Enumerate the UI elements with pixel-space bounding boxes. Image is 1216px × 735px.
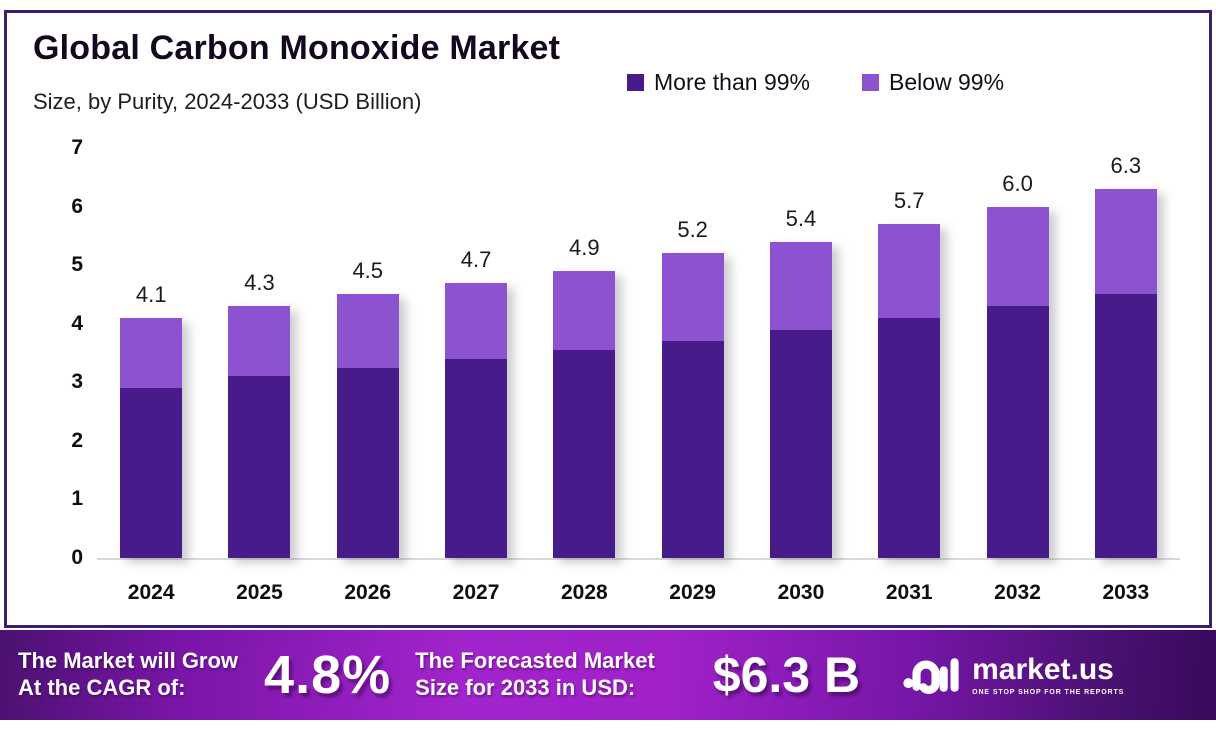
bar-2031 — [878, 224, 941, 558]
legend-item-below-99: Below 99% — [861, 69, 1005, 96]
legend-swatch-below-99-icon — [861, 74, 879, 91]
x-tick-label: 2027 — [452, 581, 500, 604]
bar-group-2032: 6.0 — [963, 148, 1071, 558]
bar-value-label: 4.3 — [244, 270, 275, 296]
chart-box: Global Carbon Monoxide Market Size, by P… — [4, 10, 1212, 628]
segment-more-than-99- — [769, 329, 832, 558]
brand-text: market.us ONE STOP SHOP FOR THE REPORTS — [972, 652, 1125, 696]
y-tick-label: 3 — [71, 370, 83, 394]
bar-value-label: 4.5 — [352, 258, 384, 284]
bottom-banner: The Market will Grow At the CAGR of: 4.8… — [0, 630, 1216, 720]
y-tick-label: 1 — [71, 487, 83, 511]
segment-more-than-99- — [878, 317, 941, 558]
segment-below-99- — [445, 282, 508, 359]
segment-below-99- — [986, 206, 1049, 307]
segment-below-99- — [553, 271, 616, 351]
cagr-label-line1: The Market will Grow — [18, 648, 239, 674]
bar-group-2033: 6.3 — [1072, 148, 1180, 558]
segment-more-than-99- — [228, 376, 291, 558]
legend-label: Below 99% — [888, 69, 1005, 95]
y-tick-label: 4 — [71, 311, 83, 335]
bar-value-label: 4.9 — [569, 235, 600, 260]
bar-group-2031: 5.7 — [855, 148, 963, 558]
bar-2032 — [986, 206, 1049, 558]
bar-2033 — [1094, 189, 1157, 558]
y-tick-label: 0 — [71, 546, 83, 569]
bar-value-label: 4.7 — [460, 246, 492, 272]
bar-2030 — [769, 241, 832, 558]
y-tick-label: 2 — [71, 428, 83, 452]
x-tick-label: 2029 — [669, 581, 716, 604]
bar-2026 — [336, 294, 399, 558]
x-tick-label: 2024 — [127, 581, 175, 604]
x-tick-label: 2032 — [994, 581, 1041, 604]
segment-more-than-99- — [661, 341, 724, 558]
segment-more-than-99- — [445, 358, 508, 558]
segment-below-99- — [878, 224, 941, 318]
bar-group-2024: 4.1 — [97, 148, 205, 558]
segment-below-99- — [120, 317, 183, 389]
bar-2025 — [228, 306, 291, 558]
y-tick-label: 7 — [71, 136, 83, 159]
cagr-label-line2: At the CAGR of: — [18, 675, 186, 700]
plot-area: 4.1 4.3 4.5 4.7 4.9 5.2 5.4 5.7 6.0 6.3 — [97, 148, 1180, 560]
forecast-label-line1: The Forecasted Market — [415, 648, 655, 674]
x-tick-label: 2030 — [777, 581, 825, 604]
segment-more-than-99- — [1094, 294, 1157, 558]
bar-value-label: 5.7 — [893, 188, 925, 214]
y-axis: 0 1 2 3 4 5 6 7 — [35, 136, 83, 569]
bar-value-label: 6.3 — [1110, 153, 1142, 178]
x-tick-label: 2031 — [885, 581, 933, 604]
forecast-label-line2: Size for 2033 in USD: — [415, 675, 636, 700]
x-axis: 2024 2025 2026 2027 2028 2029 2030 2031 2032 2033 — [97, 581, 1180, 605]
y-tick-label: 5 — [71, 253, 83, 277]
forecast-label: The Forecasted Market Size for 2033 in U… — [415, 648, 655, 702]
bar-value-label: 4.1 — [135, 281, 167, 307]
segment-below-99- — [336, 294, 399, 368]
legend: More than 99% Below 99% — [627, 69, 1004, 96]
y-tick-label: 6 — [71, 194, 83, 218]
segment-more-than-99- — [553, 350, 616, 558]
cagr-value: 4.8% — [264, 645, 392, 705]
bar-value-label: 5.4 — [785, 205, 817, 231]
marketus-logo-icon — [903, 658, 959, 694]
bar-2024 — [120, 317, 183, 558]
x-tick-label: 2033 — [1102, 581, 1150, 604]
chart-subtitle: Size, by Purity, 2024-2033 (USD Billion) — [33, 89, 422, 114]
marketus-brand: market.us ONE STOP SHOP FOR THE REPORTS — [902, 649, 1124, 701]
bar-group-2028: 4.9 — [530, 148, 638, 558]
forecast-value: $6.3 B — [712, 647, 861, 703]
segment-below-99- — [1094, 189, 1157, 295]
bar-value-label: 6.0 — [1002, 170, 1033, 196]
bar-value-label: 5.2 — [677, 217, 708, 243]
cagr-label: The Market will Grow At the CAGR of: — [18, 648, 238, 702]
brand-name: market.us — [972, 652, 1114, 686]
bar-group-2025: 4.3 — [205, 148, 313, 558]
segment-below-99- — [228, 306, 291, 377]
brand-tagline: ONE STOP SHOP FOR THE REPORTS — [972, 688, 1125, 696]
bar-2028 — [553, 271, 616, 558]
segment-more-than-99- — [986, 306, 1049, 558]
bar-2027 — [445, 282, 508, 558]
x-tick-label: 2028 — [560, 581, 608, 604]
bar-group-2026: 4.5 — [314, 148, 422, 558]
bar-group-2030: 5.4 — [747, 148, 855, 558]
legend-swatch-more-than-99-icon — [627, 74, 644, 91]
segment-below-99- — [661, 253, 724, 342]
bar-2029 — [661, 253, 724, 558]
chart-title: Global Carbon Monoxide Market — [33, 29, 561, 67]
segment-below-99- — [769, 241, 832, 330]
x-tick-label: 2026 — [344, 581, 392, 604]
segment-more-than-99- — [120, 388, 183, 558]
legend-item-more-than-99: More than 99% — [627, 69, 810, 96]
legend-label: More than 99% — [654, 69, 810, 95]
x-tick-label: 2025 — [236, 581, 283, 604]
bar-group-2027: 4.7 — [422, 148, 530, 558]
segment-more-than-99- — [336, 367, 399, 558]
bar-group-2029: 5.2 — [638, 148, 746, 558]
